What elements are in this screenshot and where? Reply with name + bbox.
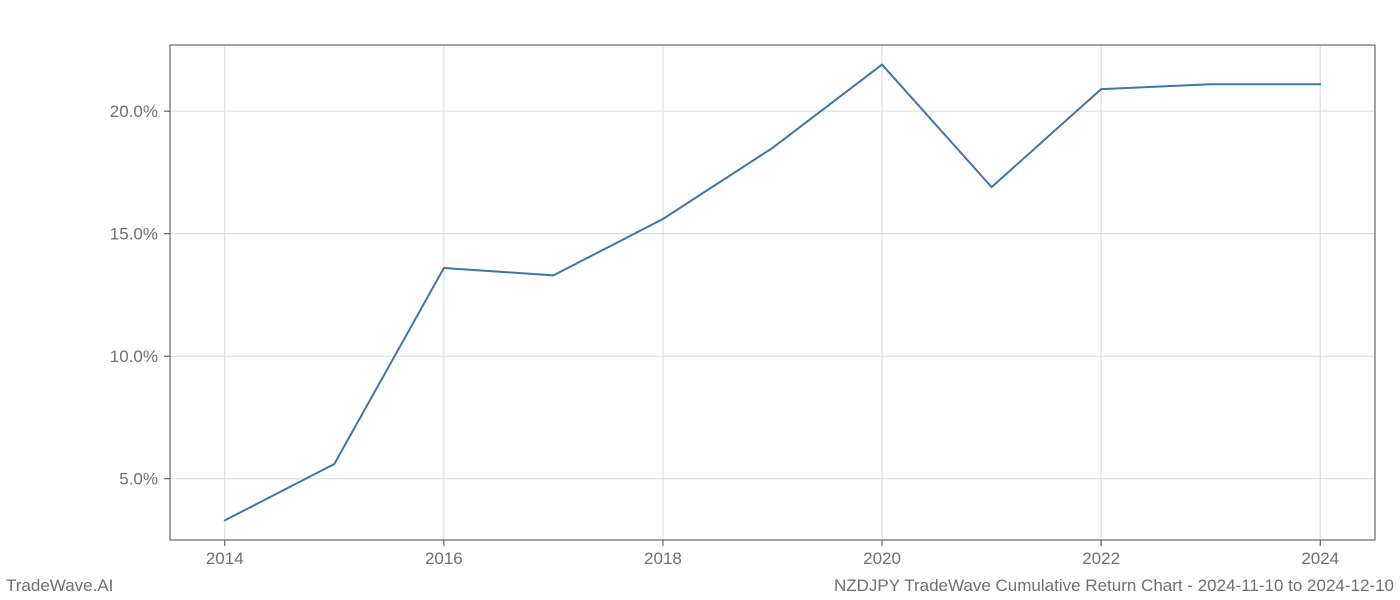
y-tick-label: 10.0% xyxy=(110,347,158,366)
x-tick-label: 2022 xyxy=(1082,549,1120,568)
x-tick-label: 2014 xyxy=(206,549,244,568)
x-tick-label: 2020 xyxy=(863,549,901,568)
y-tick-label: 15.0% xyxy=(110,225,158,244)
x-tick-label: 2018 xyxy=(644,549,682,568)
x-tick-label: 2016 xyxy=(425,549,463,568)
y-tick-label: 20.0% xyxy=(110,102,158,121)
line-chart: 2014 2016 2018 2020 2022 2024 5.0% 10.0% 15.0% 20… xyxy=(0,0,1400,600)
footer-right-label: NZDJPY TradeWave Cumulative Return Chart… xyxy=(828,572,1400,600)
y-tick-label: 5.0% xyxy=(119,470,158,489)
footer-left-label: TradeWave.AI xyxy=(0,572,119,600)
chart-container: 2014 2016 2018 2020 2022 2024 5.0% 10.0% 15.0% 20… xyxy=(0,0,1400,600)
x-tick-label: 2024 xyxy=(1301,549,1339,568)
